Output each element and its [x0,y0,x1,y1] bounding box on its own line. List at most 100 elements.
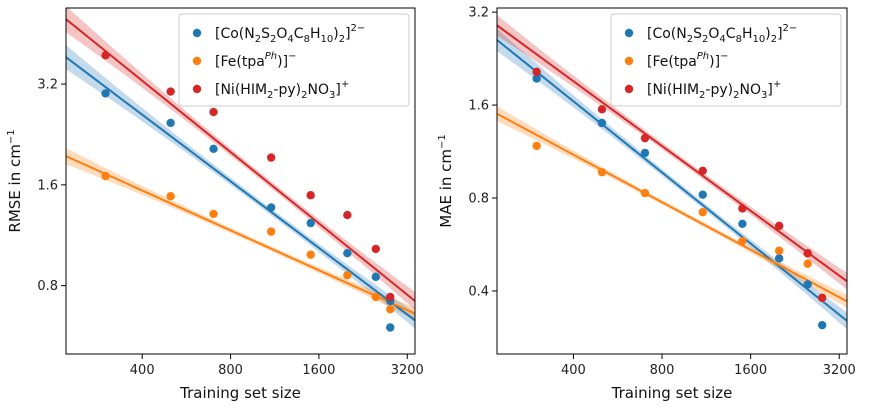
data-point [738,219,747,229]
legend-label-part: 10 [320,34,333,45]
legend-label-part: ] [335,82,340,98]
x-tick-label: 1600 [734,363,767,378]
legend-marker [624,84,634,94]
legend-label-part: ) [765,26,770,42]
x-axis-label: Training set size [611,384,733,402]
panel-2: 400 800 1600 3200 0.4 0.8 1.6 3.2 Training set s… [437,6,856,402]
legend-label-part: 2 [339,34,345,45]
legend-label-part: 2 [255,34,261,45]
y-axis-label-exponent: −1 [6,129,17,144]
plot-area [66,8,415,332]
legend-label-part: )] [709,54,720,70]
legend-label-part: C [726,26,736,42]
fit-line [66,155,415,315]
data-point [166,87,175,96]
legend-label: [Ni(HIM2-py)2NO3]+ [647,79,781,101]
data-point [209,144,218,154]
y-axis-label-exponent: −1 [437,134,448,149]
legend-label-part: H [310,26,321,42]
legend-label-part: 4 [719,34,725,45]
legend-label-part: 2 [733,90,739,101]
fit-line [497,112,847,303]
legend-label-part: 8 [304,34,310,45]
data-point [698,207,707,217]
data-point [101,171,110,181]
data-point [306,191,315,200]
legend-label-part: S [693,26,702,42]
legend-label: [Co(N2S2O4C8H10)2]2− [647,23,797,45]
legend-label-part: 4 [287,34,293,45]
legend-label-part: O [276,26,287,42]
legend-label-part: -py) [705,82,733,98]
legend-label-part: Ph [265,51,277,62]
data-point [306,250,315,259]
x-tick-label: 3200 [823,363,856,378]
data-point [597,105,607,114]
data-point [532,141,541,151]
legend-label-part: C [294,26,304,42]
legend-marker [192,56,202,66]
legend: [Co(N2S2O4C8H10)2]2−[Fe(tpaPh)]−[Ni(HIM2… [610,13,842,107]
legend-label-part: NO [307,82,329,98]
fit-line [497,24,847,283]
legend-label-part: 2 [687,34,693,45]
fit-line [497,39,847,322]
data-point [803,280,812,289]
x-tick-label: 1600 [302,363,335,378]
legend-label-part: [Fe(tpa [647,54,697,70]
data-point [343,210,352,220]
data-point [698,190,707,199]
legend-label-part: 10 [752,34,765,45]
legend-label-part: 2− [351,23,366,34]
data-point [774,254,784,263]
legend-label-part: [Co(N [215,26,255,42]
legend-label-part: [Ni(HIM [215,82,267,98]
x-tick-label: 800 [218,363,243,378]
data-point [101,51,110,60]
data-point [371,244,381,254]
legend-label-part: NO [739,82,761,98]
legend-label-part: + [773,79,781,90]
y-tick-label: 0.8 [468,192,489,207]
fit-line [66,18,415,302]
data-point [209,209,218,219]
legend-label-part: H [742,26,753,42]
legend-label-part: [Co(N [647,26,687,42]
axes-frame [496,7,848,355]
legend-label-part: 2 [699,90,705,101]
data-point [640,133,650,143]
y-tick-label: 0.4 [468,284,489,299]
panel-1: 400 800 1600 3200 0.8 1.6 3.2 Training set size… [6,7,424,402]
legend-label-part: 2− [783,23,798,34]
data-point [738,204,747,213]
data-point [266,227,276,236]
legend-label-part: 2 [267,90,273,101]
y-axis-label-main: RMSE in cm [6,144,24,232]
data-point [597,167,607,177]
legend-label-part: 2 [301,90,307,101]
data-point [817,293,827,303]
legend-label-part: O [708,26,719,42]
y-tick-label: 3.2 [468,6,489,21]
legend-label: [Co(N2S2O4C8H10)2]2− [215,23,365,45]
legend-label-part: 3 [761,90,767,101]
y-tick-label: 0.8 [37,279,58,294]
x-tick-label: 400 [130,363,155,378]
data-point [597,118,607,128]
x-axis-label: Training set size [179,384,301,402]
legend-box [178,13,410,107]
y-tick-label: 1.6 [37,178,58,193]
plot-area [497,15,847,330]
legend-label: [Ni(HIM2-py)2NO3]+ [215,79,349,101]
data-point [532,67,541,77]
legend-label-part: Ph [697,51,709,62]
legend-box [610,13,842,107]
legend-marker [192,84,202,94]
x-tick-label: 400 [561,363,586,378]
legend-label-part: ] [345,26,350,42]
data-point [343,270,352,280]
legend-label-part: ] [767,82,772,98]
data-point [803,259,812,268]
data-point [101,89,110,98]
